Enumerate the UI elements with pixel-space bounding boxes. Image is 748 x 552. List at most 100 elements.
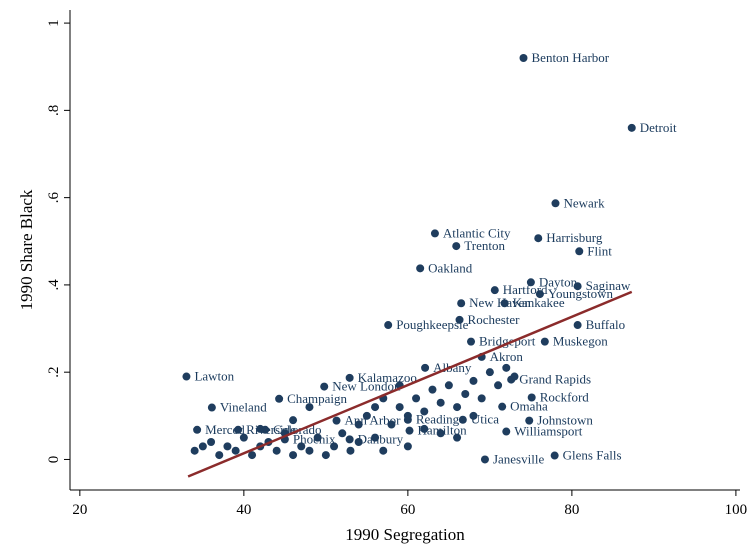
point xyxy=(371,433,380,442)
point xyxy=(345,435,354,444)
point xyxy=(420,407,429,416)
point xyxy=(321,451,330,460)
point xyxy=(494,381,503,390)
point xyxy=(421,363,430,372)
point-label: Atlantic City xyxy=(443,225,511,240)
point xyxy=(428,385,437,394)
point xyxy=(182,372,191,381)
point xyxy=(332,416,341,425)
point xyxy=(320,382,329,391)
y-tick-label: .4 xyxy=(46,279,62,291)
point xyxy=(330,442,339,451)
point-label: Hartford xyxy=(503,282,548,297)
point xyxy=(498,402,507,411)
point xyxy=(387,420,396,429)
point xyxy=(453,403,462,412)
point-label: Akron xyxy=(490,349,524,364)
fit-line xyxy=(187,290,633,478)
x-tick-label: 100 xyxy=(725,502,748,518)
point-label: Newark xyxy=(563,195,605,210)
point-label: Merced xyxy=(205,422,245,437)
point-label: Buffalo xyxy=(586,317,625,332)
point xyxy=(455,315,464,324)
point xyxy=(480,455,489,464)
point xyxy=(345,373,354,382)
point xyxy=(198,442,207,451)
point xyxy=(416,264,425,273)
point xyxy=(573,321,582,330)
point-label: Flint xyxy=(587,243,612,258)
point xyxy=(207,403,216,412)
point xyxy=(272,446,281,455)
point-label: Dayton xyxy=(539,274,578,289)
point xyxy=(457,299,466,308)
point xyxy=(502,363,511,372)
x-tick-label: 80 xyxy=(564,502,579,518)
point xyxy=(384,321,393,330)
point-label: New London xyxy=(332,379,401,394)
point xyxy=(469,411,478,420)
point-label: Champaign xyxy=(287,391,347,406)
point xyxy=(420,424,429,433)
point xyxy=(305,446,314,455)
point xyxy=(436,429,445,438)
x-tick-label: 40 xyxy=(236,502,251,518)
point xyxy=(527,393,536,402)
point xyxy=(458,415,467,424)
point xyxy=(248,451,257,460)
y-tick-label: 1 xyxy=(46,19,62,27)
point xyxy=(207,438,216,446)
point xyxy=(231,446,240,455)
point-label: Harrisburg xyxy=(546,230,603,245)
point xyxy=(535,290,544,299)
point-label: Grand Rapids xyxy=(519,372,591,387)
point-label: Kankakee xyxy=(513,295,565,310)
point xyxy=(234,425,243,434)
point-label: Glens Falls xyxy=(563,448,622,463)
point xyxy=(193,425,202,434)
point xyxy=(469,376,478,385)
point xyxy=(485,368,494,377)
point-label: Johnstown xyxy=(537,413,593,428)
point-label: Rochester xyxy=(468,312,521,327)
point xyxy=(551,199,560,208)
point xyxy=(534,234,543,243)
point-label: Rockford xyxy=(540,389,590,404)
point-label: Trenton xyxy=(464,238,505,253)
y-axis-title: 1990 Share Black xyxy=(17,189,36,310)
point xyxy=(510,372,519,381)
point xyxy=(190,446,199,455)
point xyxy=(313,433,322,442)
point xyxy=(540,337,549,346)
point xyxy=(526,278,535,287)
x-axis-title: 1990 Segregation xyxy=(345,525,465,544)
point xyxy=(256,424,265,433)
point xyxy=(500,299,509,308)
point xyxy=(490,286,499,295)
point xyxy=(452,242,461,251)
point xyxy=(297,442,306,451)
point xyxy=(275,394,284,403)
point xyxy=(403,442,412,451)
point xyxy=(371,403,380,412)
point-label: Youngstown xyxy=(548,286,614,301)
point-label: Omaha xyxy=(510,399,548,414)
point xyxy=(354,438,363,446)
point xyxy=(436,398,445,407)
y-tick-label: .2 xyxy=(46,367,62,378)
point xyxy=(575,247,584,256)
point xyxy=(444,381,453,390)
point xyxy=(289,451,298,460)
point xyxy=(305,403,314,412)
point xyxy=(477,394,486,403)
point xyxy=(573,282,582,291)
point xyxy=(525,416,534,425)
point-label: Vineland xyxy=(220,400,267,415)
x-tick-label: 60 xyxy=(400,502,415,518)
point xyxy=(453,433,462,442)
point xyxy=(239,433,248,442)
point xyxy=(362,411,371,420)
point-label: Danbury xyxy=(358,431,404,446)
point xyxy=(379,446,388,455)
point-label: Saginaw xyxy=(586,278,631,293)
